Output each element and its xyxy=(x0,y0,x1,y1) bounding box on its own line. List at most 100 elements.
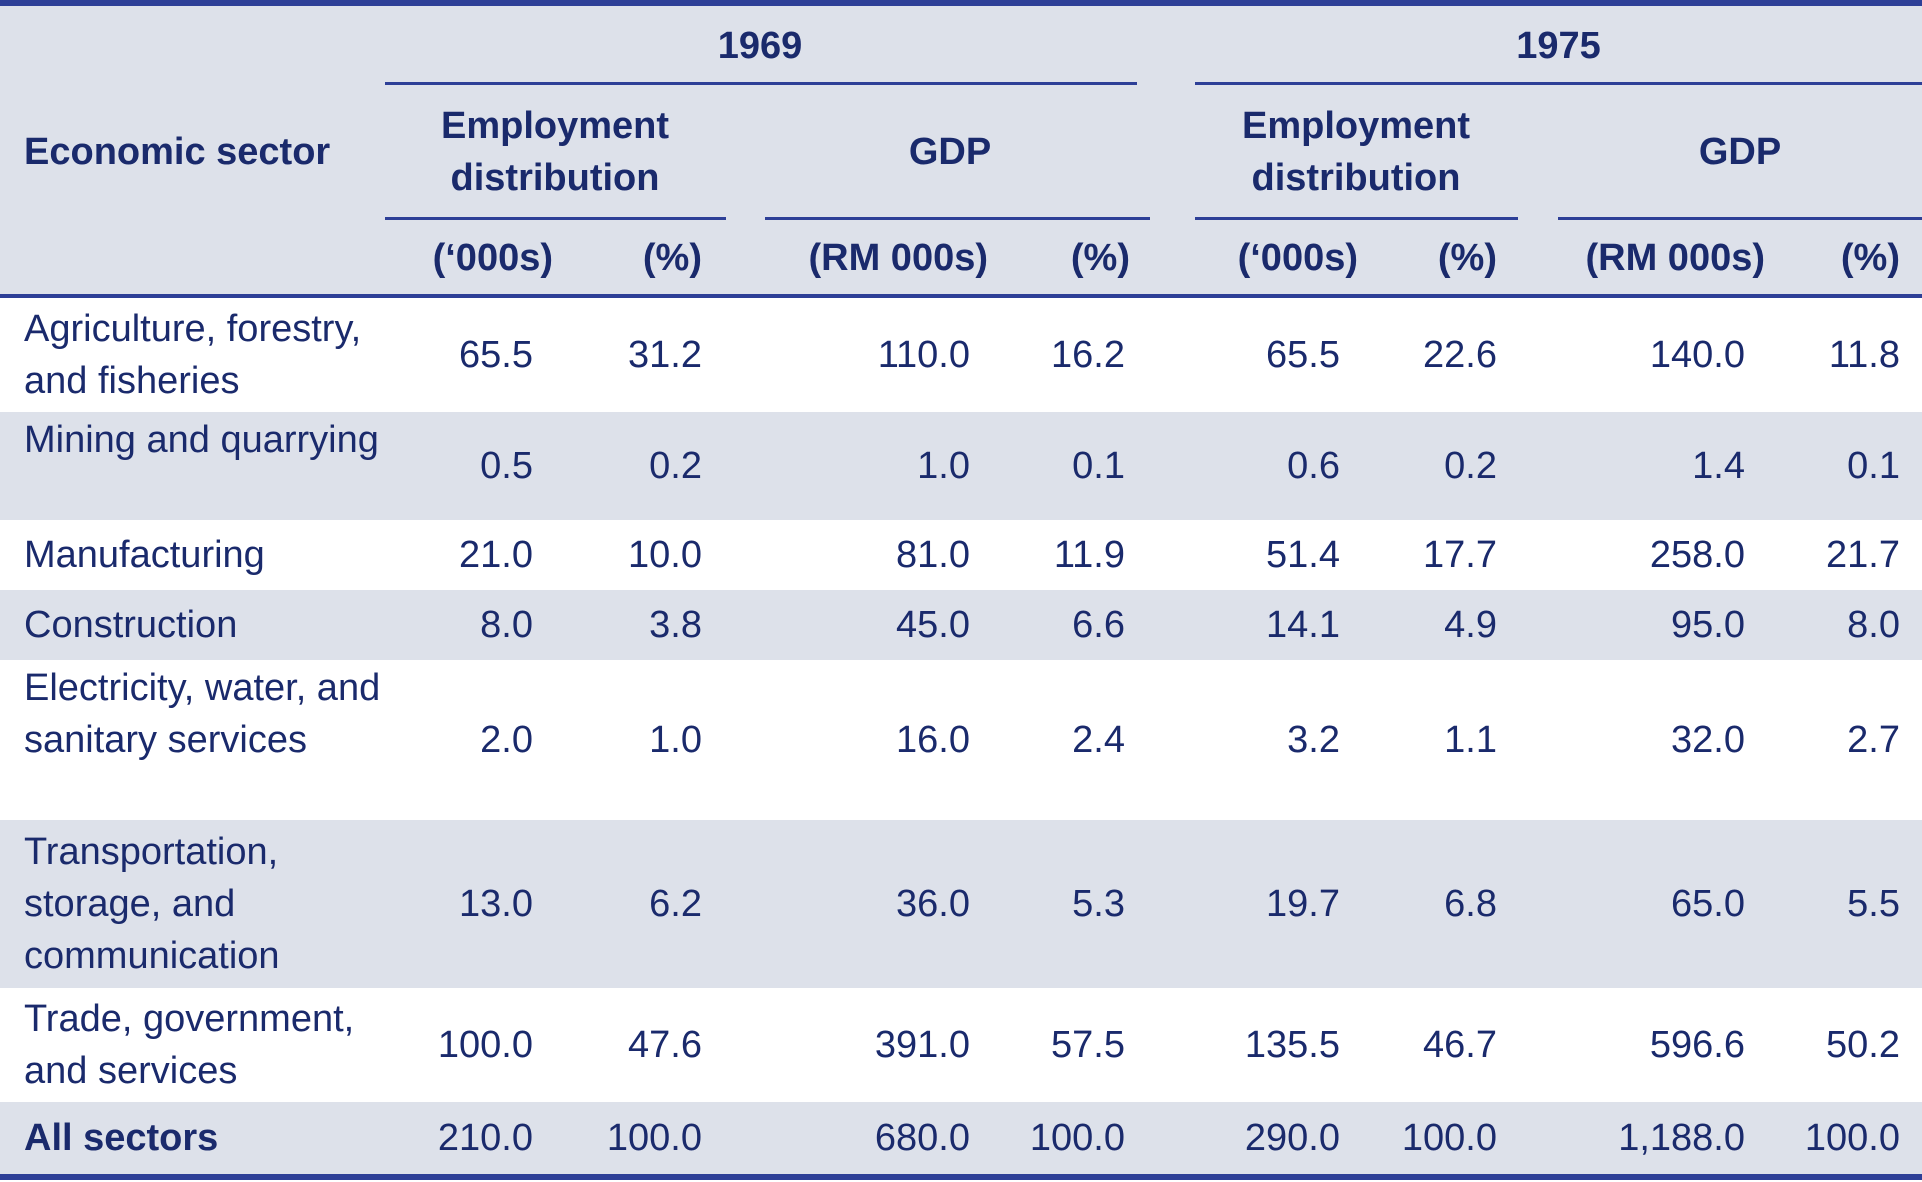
table-cell: 50.2 xyxy=(1826,1024,1900,1066)
table-cell: 31.2 xyxy=(628,334,702,376)
total-row xyxy=(0,1102,1922,1174)
unit-emp-1975-pct: (%) xyxy=(1437,237,1497,279)
table-cell: 290.0 xyxy=(1244,1117,1340,1159)
employment-1969-rule xyxy=(385,217,726,220)
table-cell: 6.2 xyxy=(649,883,702,925)
table-cell: 0.6 xyxy=(1287,445,1340,487)
table-cell: 16.0 xyxy=(896,719,970,761)
year-1975-rule xyxy=(1195,82,1922,85)
table-cell: 210.0 xyxy=(437,1117,533,1159)
unit-emp-1969-count: (‘000s) xyxy=(432,237,553,279)
table-cell: 3.2 xyxy=(1287,719,1340,761)
gdp-1969-rule xyxy=(765,217,1150,220)
unit-gdp-1975-value: (RM 000s) xyxy=(1585,237,1766,279)
table-cell: 13.0 xyxy=(459,883,533,925)
sector-name: Agriculture, forestry, and fisheries xyxy=(24,308,362,402)
table-cell: 6.8 xyxy=(1444,883,1497,925)
table-cell: 10.0 xyxy=(628,534,702,576)
table-cell: 1.0 xyxy=(917,445,970,487)
unit-gdp-1969-pct: (%) xyxy=(1070,237,1130,279)
table-cell: 0.5 xyxy=(480,445,533,487)
table-cell: 65.5 xyxy=(1266,334,1340,376)
table-cell: 135.5 xyxy=(1244,1024,1340,1066)
year-1975: 1975 xyxy=(1516,25,1601,67)
sector-name: Manufacturing xyxy=(24,534,265,576)
table-cell: 110.0 xyxy=(877,334,970,376)
table-cell: 45.0 xyxy=(896,604,970,646)
table-cell: 258.0 xyxy=(1649,534,1745,576)
table-cell: 3.8 xyxy=(649,604,702,646)
table-cell: 6.6 xyxy=(1072,604,1125,646)
unit-emp-1975-count: (‘000s) xyxy=(1237,237,1358,279)
table-cell: 14.1 xyxy=(1266,604,1340,646)
top-rule xyxy=(0,0,1922,6)
table-cell: 0.2 xyxy=(649,445,702,487)
table-cell: 46.7 xyxy=(1423,1024,1497,1066)
table-cell: 140.0 xyxy=(1649,334,1745,376)
table-cell: 1.1 xyxy=(1444,719,1497,761)
sector-name: Trade, government, and services xyxy=(24,998,355,1092)
table-row xyxy=(0,590,1922,660)
employment-1975-header: Employment distribution xyxy=(1241,105,1471,199)
table-cell: 32.0 xyxy=(1671,719,1745,761)
table-cell: 36.0 xyxy=(896,883,970,925)
sector-name: All sectors xyxy=(24,1117,219,1159)
table-cell: 100.0 xyxy=(437,1024,533,1066)
sector-header: Economic sector xyxy=(24,131,331,173)
sector-name: Construction xyxy=(24,604,238,646)
table-cell: 1.0 xyxy=(649,719,702,761)
table-cell: 65.0 xyxy=(1671,883,1745,925)
table-cell: 8.0 xyxy=(1847,604,1900,646)
table-cell: 47.6 xyxy=(628,1024,702,1066)
table-row xyxy=(0,412,1922,520)
table-cell: 0.1 xyxy=(1847,445,1900,487)
table-cell: 16.2 xyxy=(1051,334,1125,376)
table-row xyxy=(0,820,1922,988)
table-cell: 1.4 xyxy=(1692,445,1745,487)
year-1969-rule xyxy=(385,82,1137,85)
table-cell: 100.0 xyxy=(606,1117,702,1159)
gdp-1975-rule xyxy=(1558,217,1922,220)
table-cell: 2.7 xyxy=(1847,719,1900,761)
table-cell: 100.0 xyxy=(1804,1117,1900,1159)
header-bottom-rule xyxy=(0,294,1922,298)
unit-gdp-1975-pct: (%) xyxy=(1840,237,1900,279)
table-cell: 391.0 xyxy=(874,1024,970,1066)
table-cell: 680.0 xyxy=(874,1117,970,1159)
employment-1969-header: Employment distribution xyxy=(440,105,670,199)
sector-name: Electricity, water, and sanitary service… xyxy=(24,667,381,761)
table-cell: 95.0 xyxy=(1671,604,1745,646)
table-cell: 4.9 xyxy=(1444,604,1497,646)
table-cell: 11.8 xyxy=(1828,334,1900,376)
table-cell: 22.6 xyxy=(1423,334,1497,376)
sector-name: Mining and quarrying xyxy=(24,419,379,461)
table-cell: 8.0 xyxy=(480,604,533,646)
table-cell: 51.4 xyxy=(1266,534,1340,576)
table-cell: 81.0 xyxy=(896,534,970,576)
table-cell: 5.5 xyxy=(1847,883,1900,925)
bottom-rule xyxy=(0,1174,1922,1180)
table-cell: 1,188.0 xyxy=(1618,1117,1745,1159)
table-cell: 19.7 xyxy=(1266,883,1340,925)
table-cell: 596.6 xyxy=(1649,1024,1745,1066)
table-cell: 0.2 xyxy=(1444,445,1497,487)
sector-name: Transportation, storage, and communicati… xyxy=(24,831,280,977)
table-cell: 5.3 xyxy=(1072,883,1125,925)
table-header xyxy=(0,0,1922,296)
table-cell: 100.0 xyxy=(1401,1117,1497,1159)
table-cell: 100.0 xyxy=(1029,1117,1125,1159)
table-cell: 2.4 xyxy=(1072,719,1125,761)
table-cell: 65.5 xyxy=(459,334,533,376)
table-cell: 21.7 xyxy=(1826,534,1900,576)
year-1969: 1969 xyxy=(717,25,803,67)
gdp-1975-header: GDP xyxy=(1698,131,1782,173)
unit-gdp-1969-value: (RM 000s) xyxy=(808,237,989,279)
table-cell: 2.0 xyxy=(480,719,533,761)
table-cell: 57.5 xyxy=(1051,1024,1125,1066)
table-cell: 21.0 xyxy=(459,534,533,576)
unit-emp-1969-pct: (%) xyxy=(642,237,702,279)
table-cell: 17.7 xyxy=(1423,534,1497,576)
table-cell: 0.1 xyxy=(1072,445,1125,487)
employment-1975-rule xyxy=(1195,217,1518,220)
